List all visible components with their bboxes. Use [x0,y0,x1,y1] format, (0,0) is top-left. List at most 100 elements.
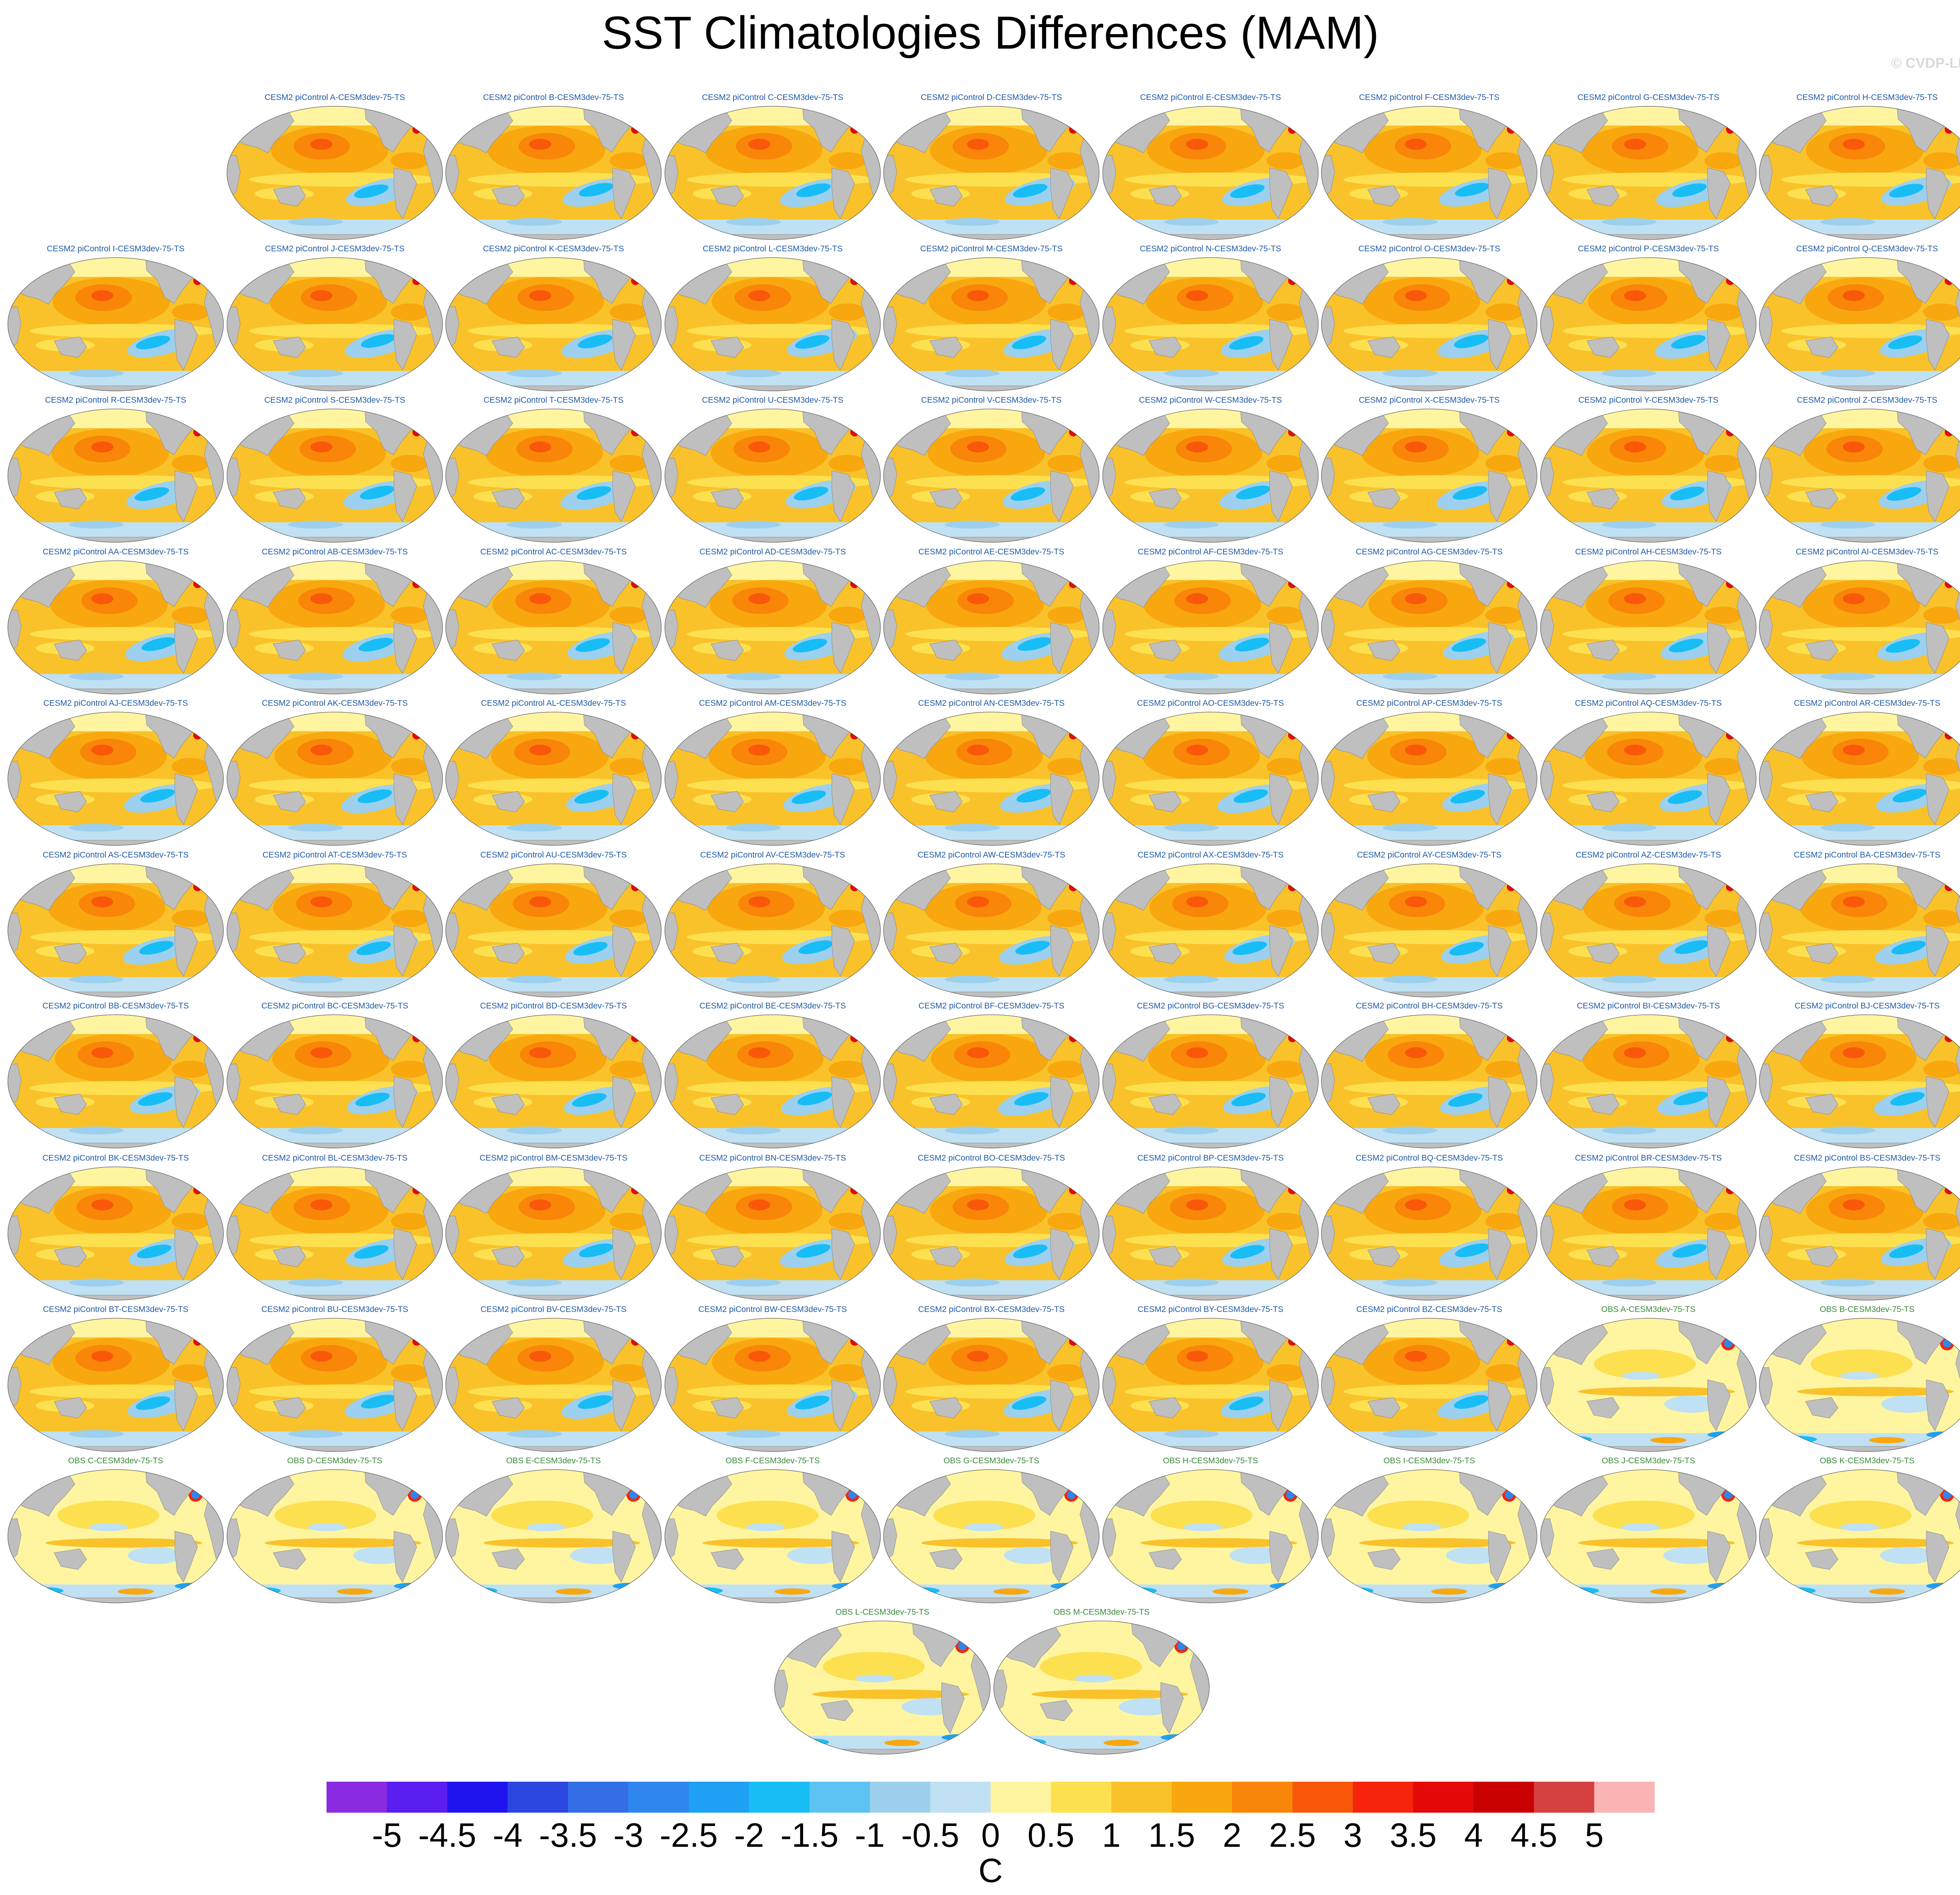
arctic-band [227,1167,443,1186]
southern-ocean-warm-patch [993,1588,1029,1595]
southeast-pacific-cool-core [1011,487,1045,501]
southern-ocean-cool-patch [1820,824,1875,832]
australia-land [1805,336,1838,358]
map-panel: CESM2 piControl AH-CESM3dev-75-TS [1539,546,1758,695]
southeast-pacific-cool-core [1892,789,1927,803]
south-america-land [1269,773,1293,825]
pacific-warm-peak [1405,745,1427,756]
atlantic-warm-region [1047,758,1085,775]
arctic-band [446,1318,661,1337]
antarctica-land [1541,1446,1756,1452]
southern-ocean-cool-patch [288,976,343,983]
pacific-warm-region [823,1652,925,1682]
australia-land [492,640,525,661]
atlantic-warm-region [1485,303,1523,321]
southeast-pacific-cool-core [1235,638,1269,652]
southern-ocean-cool-patch [1602,369,1657,377]
southeast-pacific-cool-core [1012,335,1046,349]
equatorial-band [1797,1538,1954,1548]
sst-difference-map [1540,257,1757,391]
atlantic-warm-region [1485,455,1523,472]
southern-ocean-cool-patch [69,369,124,377]
southeast-pacific-cool-core [1232,941,1267,955]
map-panel: CESM2 piControl AI-CESM3dev-75-TS [1758,546,1960,695]
southeast-pacific-cool-region [1881,1395,1936,1413]
atlantic-warm-region [172,1061,209,1078]
antarctica-land [446,1597,661,1603]
south-america-land [174,1531,198,1583]
map-border [227,1166,443,1301]
sst-difference-map [445,560,662,694]
atlantic-warm-region [829,607,866,624]
colorbar-tick-label: 2.5 [1269,1817,1316,1854]
panel-title: CESM2 piControl BS-CESM3dev-75-TS [1794,1154,1940,1163]
southern-ocean-cool-patch [1383,521,1437,529]
arctic-band [884,1318,1099,1337]
sst-difference-map [227,712,443,846]
atlantic-warm-region [1704,303,1742,321]
pacific-warm-peak [1624,290,1646,301]
australia-land [1149,791,1182,812]
sst-difference-map [7,409,224,543]
map-border [1102,106,1319,240]
north-pacific-cool-patch [1621,1372,1661,1380]
southern-ocean-cool-patch [1164,672,1219,680]
panel-title: CESM2 piControl S-CESM3dev-75-TS [264,396,405,405]
pacific-warm-peak [748,896,770,907]
map-border [227,1318,443,1452]
antarctica-land [1759,234,1960,240]
map-panel: CESM2 piControl AQ-CESM3dev-75-TS [1539,698,1758,847]
southern-ocean-cool-patch [507,218,562,226]
panel-title: CESM2 piControl AW-CESM3dev-75-TS [917,850,1065,859]
arctic-band [884,1167,1099,1186]
south-america-land [394,622,417,674]
southern-ocean-warm-patch [118,1588,154,1595]
australia-land [1805,943,1838,964]
map-border [445,1166,662,1301]
pacific-warm-peak [967,593,989,604]
southern-ocean-cool-patch [945,1126,1000,1134]
southern-ocean-cool-patch [241,1587,281,1594]
map-border [1321,1166,1537,1301]
panel-title: CESM2 piControl BC-CESM3dev-75-TS [261,1001,408,1010]
pacific-warm-peak [1843,1199,1865,1210]
southeast-pacific-cool-core [1669,638,1703,652]
southeast-pacific-cool-region [1004,1547,1059,1564]
southeast-pacific-cool-core [574,790,609,804]
sst-difference-map [1102,560,1319,694]
south-america-land [831,1531,855,1583]
southeast-pacific-cool-core [1450,790,1485,804]
atlantic-warm-region [1267,758,1304,775]
pacific-warm-peak [1186,896,1208,907]
panel-title: CESM2 piControl AT-CESM3dev-75-TS [262,850,407,859]
australia-land [1367,1397,1401,1419]
southeast-pacific-cool-core [361,334,396,348]
arctic-band [8,561,223,580]
panel-title: CESM2 piControl AA-CESM3dev-75-TS [42,547,189,556]
arctic-band [8,864,223,883]
atlantic-warm-region [1047,1213,1085,1230]
colorbar-tick-label: -5 [372,1817,402,1854]
australia-land [711,336,744,358]
panel-title: CESM2 piControl BJ-CESM3dev-75-TS [1795,1001,1940,1010]
pacific-warm-peak [91,1351,113,1362]
arctic-band [884,258,1099,277]
pacific-warm-peak [1405,442,1427,452]
southern-ocean-cool-patch [507,369,562,377]
australia-land [1586,1094,1620,1115]
australia-land [1805,185,1838,207]
panel-title: CESM2 piControl AB-CESM3dev-75-TS [261,547,408,556]
australia-land [711,185,744,207]
pacific-warm-peak [967,442,989,452]
sst-difference-map [445,257,662,391]
pacific-warm-peak [529,1047,551,1058]
map-border [1540,409,1757,543]
equatorial-band [812,1690,969,1699]
map-panel: CESM2 piControl X-CESM3dev-75-TS [1320,394,1539,543]
map-panel: OBS M-CESM3dev-75-TS [992,1606,1211,1755]
south-america-land [174,319,198,371]
south-america-land [174,470,198,522]
south-america-land [1926,470,1949,522]
sst-difference-map [1759,863,1960,997]
map-border [7,1166,224,1301]
